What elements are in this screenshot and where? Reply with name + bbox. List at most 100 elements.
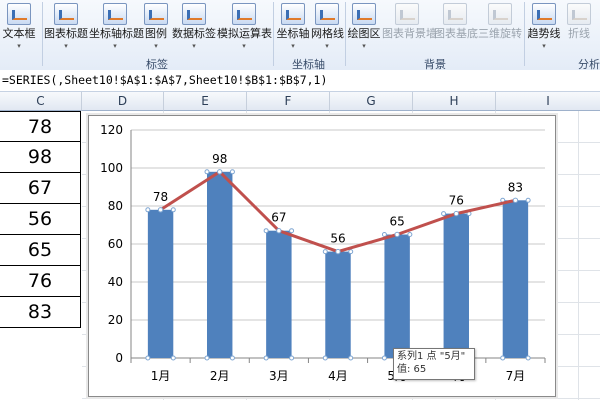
trendline-button[interactable]: 趋势线 ▾	[527, 0, 561, 52]
axes-button[interactable]: 坐标轴 ▾	[276, 0, 310, 52]
cell-c1[interactable]: 78	[0, 111, 81, 142]
cell-c4[interactable]: 56	[0, 204, 81, 235]
column-header-h[interactable]: H	[413, 92, 496, 111]
x-tick-label: 7月	[506, 369, 526, 383]
text-box-button[interactable]: 文本框 ▾	[0, 0, 38, 52]
selection-handle	[204, 355, 210, 361]
data-labels-icon	[182, 3, 206, 25]
chart-floor-icon	[443, 3, 467, 25]
3d-rotation-icon	[488, 3, 512, 25]
column-header-i[interactable]: I	[496, 92, 600, 111]
3d-rotation-button[interactable]: 三维旋转	[478, 0, 522, 52]
selection-handle	[348, 249, 354, 255]
bar	[206, 171, 233, 358]
cell-c2[interactable]: 98	[0, 142, 81, 173]
column-header-g[interactable]: G	[330, 92, 413, 111]
selection-handle	[170, 207, 176, 213]
selection-handle	[289, 355, 295, 361]
legend-icon	[144, 3, 168, 25]
chevron-down-icon: ▾	[291, 42, 295, 50]
chevron-down-icon: ▾	[154, 42, 158, 50]
formula-text[interactable]: =SERIES(,Sheet10!$A$1:$A$7,Sheet10!$B$1:…	[2, 73, 328, 87]
column-header-c[interactable]: C	[0, 92, 82, 111]
selection-handle	[381, 355, 387, 361]
axis-titles-button[interactable]: 坐标轴标题 ▾	[89, 0, 144, 52]
cell-c7[interactable]: 83	[0, 297, 81, 328]
x-tick-label: 4月	[328, 369, 348, 383]
x-tick-label: 2月	[210, 369, 230, 383]
chart-wall-button[interactable]: 图表背景墙	[382, 0, 437, 52]
column-header-e[interactable]: E	[164, 92, 247, 111]
line-point-marker	[335, 248, 341, 255]
group-title-analysis: 分析	[578, 58, 600, 71]
legend-button[interactable]: 图例 ▾	[143, 0, 169, 52]
chevron-down-icon: ▾	[64, 42, 68, 50]
plot-area-button[interactable]: 绘图区 ▾	[347, 0, 381, 52]
chart-object[interactable]: 020406080100120781月982月673月564月655月766月8…	[88, 115, 556, 397]
y-tick-label: 60	[108, 237, 123, 251]
selection-handle	[229, 169, 235, 175]
bar	[443, 213, 470, 358]
selection-handle	[170, 355, 176, 361]
bar	[147, 209, 174, 358]
gridlines-icon	[315, 3, 339, 25]
x-tick-label: 3月	[269, 369, 289, 383]
axes-icon	[281, 3, 305, 25]
data-labels-button[interactable]: 数据标签 ▾	[172, 0, 216, 52]
column-header-d[interactable]: D	[82, 92, 164, 111]
column-header-f[interactable]: F	[247, 92, 330, 111]
selection-handle	[289, 228, 295, 234]
cell-c6[interactable]: 76	[0, 266, 81, 297]
chevron-down-icon: ▾	[17, 42, 21, 50]
group-title-background: 背景	[424, 58, 446, 71]
selection-handle	[525, 355, 531, 361]
y-tick-label: 20	[108, 313, 123, 327]
chart-tools-ribbon: 文本框 ▾ 图表标题 ▾ 坐标轴标题 ▾ 图例 ▾ 数据标签 ▾ 模拟运算表 ▾…	[0, 0, 600, 71]
line-point-marker	[157, 207, 164, 213]
chevron-down-icon: ▾	[242, 42, 246, 50]
y-tick-label: 0	[115, 351, 123, 365]
selection-handle	[407, 232, 413, 237]
chart-title-icon	[54, 3, 78, 25]
gridlines-button[interactable]: 网格线 ▾	[311, 0, 344, 52]
chart-floor-button[interactable]: 图表基底	[434, 0, 478, 52]
chevron-down-icon: ▾	[113, 42, 117, 50]
line-point-marker	[453, 210, 459, 217]
data-label: 76	[449, 194, 464, 208]
bar	[502, 200, 529, 358]
axis-titles-icon	[103, 3, 127, 25]
data-table-button[interactable]: 模拟运算表 ▾	[217, 0, 272, 52]
selection-handle	[322, 355, 328, 361]
line-point-marker	[276, 228, 282, 234]
line-point-marker	[512, 197, 519, 204]
chart-title-button[interactable]: 图表标题 ▾	[44, 0, 88, 52]
selection-handle	[322, 249, 328, 255]
data-label: 67	[271, 211, 286, 225]
selection-handle	[441, 211, 447, 217]
y-tick-label: 100	[100, 161, 123, 175]
chevron-down-icon: ▾	[542, 42, 546, 50]
chart-wall-icon	[395, 3, 419, 25]
selection-handle	[525, 197, 531, 203]
cell-c5[interactable]: 65	[0, 235, 81, 266]
selection-handle	[145, 207, 151, 213]
bar	[325, 251, 351, 358]
chart-plot[interactable]: 020406080100120781月982月673月564月655月766月8…	[89, 116, 555, 396]
cell-c3[interactable]: 67	[0, 173, 81, 204]
formula-bar[interactable]: =SERIES(,Sheet10!$A$1:$A$7,Sheet10!$B$1:…	[0, 70, 600, 92]
lines-button[interactable]: 折线	[563, 0, 595, 52]
y-tick-label: 120	[100, 123, 123, 137]
line-point-marker	[217, 169, 223, 175]
selection-handle	[263, 228, 269, 234]
selection-handle	[348, 355, 354, 361]
bar	[266, 230, 292, 358]
data-label: 98	[212, 152, 227, 166]
group-title-axes: 坐标轴	[292, 58, 325, 71]
selection-handle	[204, 169, 210, 175]
data-point-tooltip: 系列1 点 "5月" 值: 65	[393, 348, 475, 380]
lines-icon	[567, 3, 591, 25]
y-tick-label: 40	[108, 275, 123, 289]
bar	[384, 234, 410, 358]
selection-handle	[145, 355, 151, 361]
selection-handle	[500, 355, 506, 361]
